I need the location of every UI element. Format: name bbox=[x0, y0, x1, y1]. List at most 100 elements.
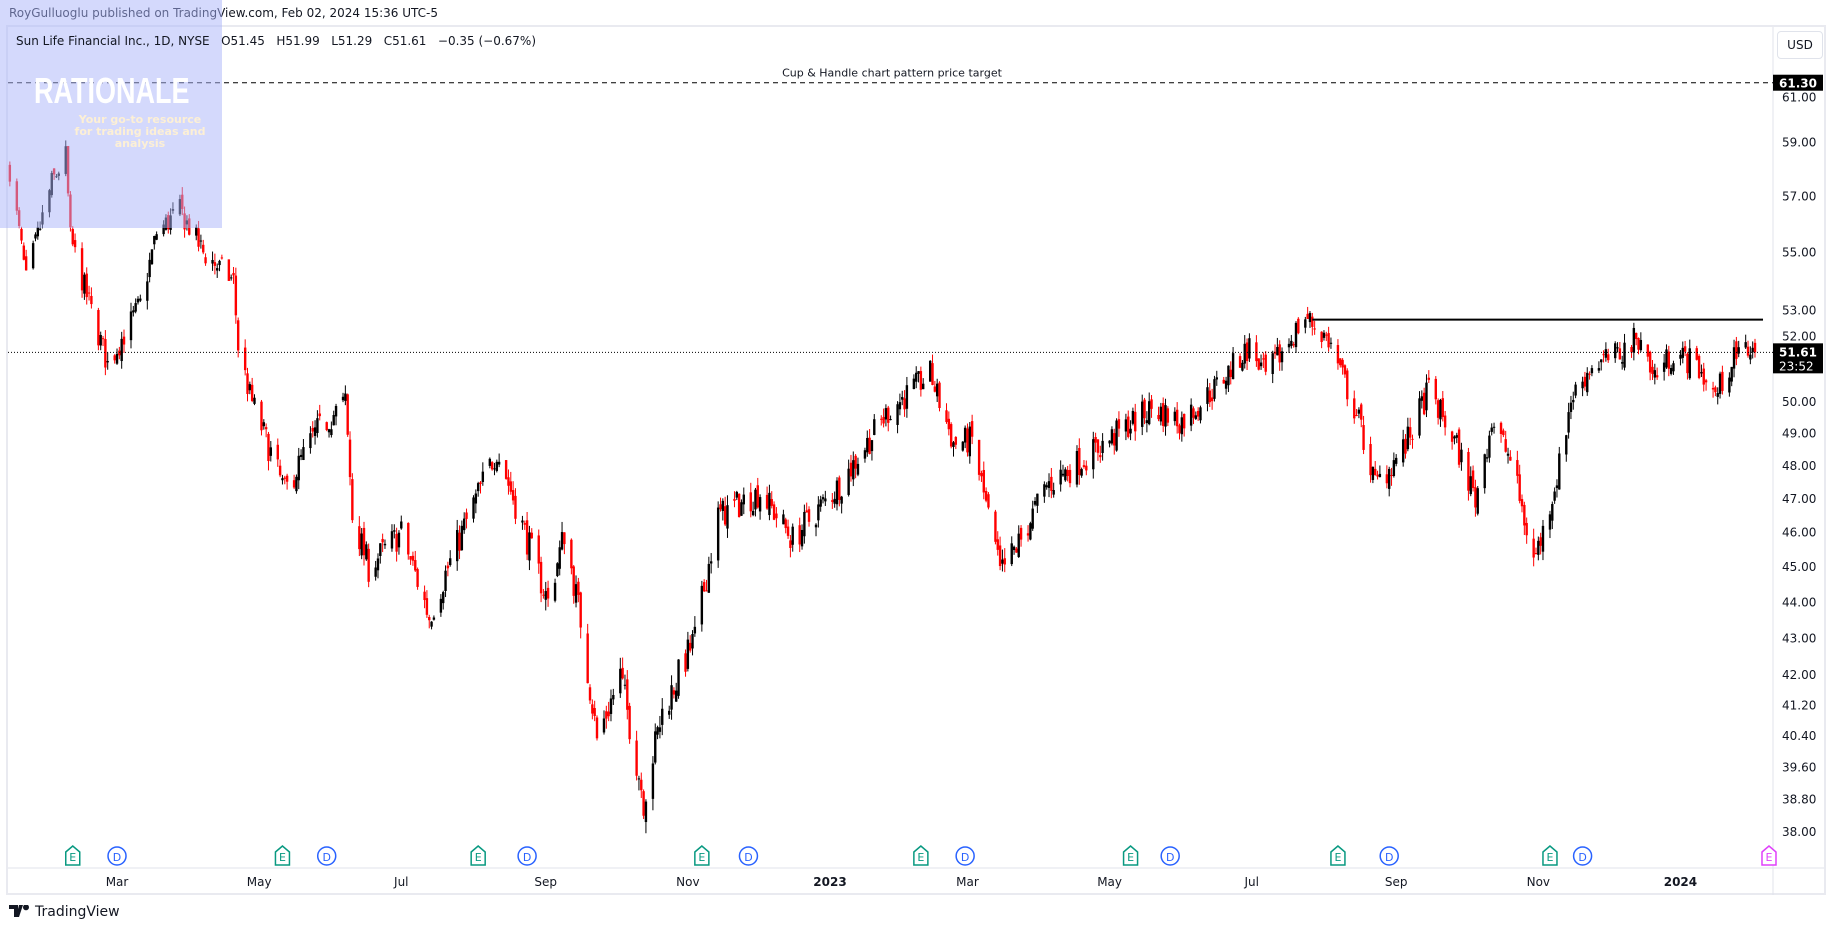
candle-body bbox=[1746, 346, 1750, 356]
candle-body bbox=[1078, 447, 1081, 476]
candle-body bbox=[236, 320, 240, 351]
earnings-icon[interactable] bbox=[274, 845, 291, 866]
candle-body bbox=[1730, 366, 1733, 382]
candle-body bbox=[1735, 341, 1738, 359]
candle-body bbox=[1558, 453, 1561, 490]
candle-body bbox=[595, 717, 599, 739]
price-tick-label: 59.00 bbox=[1782, 136, 1816, 150]
candle-body bbox=[656, 727, 659, 735]
earnings-icon[interactable] bbox=[1330, 845, 1346, 866]
candle-body bbox=[1101, 440, 1104, 454]
candle-body bbox=[1488, 435, 1491, 458]
candle-body bbox=[423, 591, 426, 601]
candle-body bbox=[1341, 359, 1344, 368]
candle-body bbox=[1241, 362, 1244, 371]
dividend-icon[interactable] bbox=[738, 846, 759, 866]
candle-body bbox=[1453, 436, 1456, 439]
candle-body bbox=[654, 731, 657, 763]
candle-body bbox=[1082, 465, 1086, 467]
candle-body bbox=[1033, 501, 1037, 505]
candle-body bbox=[213, 262, 217, 266]
candle-body bbox=[1532, 538, 1535, 558]
candle-body bbox=[1732, 347, 1736, 369]
candle-body bbox=[686, 639, 690, 669]
candle-body bbox=[162, 224, 165, 235]
candle-body bbox=[1257, 358, 1260, 370]
candle-body bbox=[609, 698, 613, 714]
earnings-icon[interactable] bbox=[913, 845, 929, 866]
candle-body bbox=[1327, 333, 1330, 348]
candle-body bbox=[868, 437, 871, 454]
dividend-icon[interactable] bbox=[107, 846, 127, 866]
candle-body bbox=[856, 463, 860, 475]
candle-body bbox=[1113, 433, 1116, 446]
candle-body bbox=[791, 526, 794, 545]
earnings-icon[interactable] bbox=[694, 845, 710, 866]
tradingview-logo[interactable]: TradingView bbox=[9, 904, 120, 920]
dividend-icon[interactable] bbox=[517, 846, 537, 866]
dividend-icon[interactable] bbox=[1379, 846, 1399, 866]
candle-body bbox=[155, 234, 158, 240]
candle-body bbox=[642, 791, 645, 816]
candle-body bbox=[85, 273, 88, 298]
candle-body bbox=[1583, 376, 1587, 387]
candle-body bbox=[69, 194, 72, 228]
candle-body bbox=[1553, 491, 1556, 501]
candle-body bbox=[1066, 469, 1069, 477]
symbol-name[interactable]: Sun Life Financial Inc., 1D, NYSE bbox=[16, 34, 210, 48]
candle-body bbox=[1683, 346, 1687, 352]
candle-body bbox=[1276, 346, 1279, 356]
earnings-icon[interactable] bbox=[1122, 845, 1139, 866]
candle-body bbox=[1471, 470, 1475, 489]
candle-body bbox=[22, 245, 26, 260]
candle-body bbox=[334, 405, 338, 417]
earnings-icon[interactable] bbox=[1761, 845, 1777, 866]
candle-body bbox=[465, 512, 468, 519]
dividend-icon[interactable] bbox=[316, 846, 337, 866]
candle-body bbox=[1616, 347, 1619, 349]
dividend-icon[interactable] bbox=[1572, 846, 1593, 866]
candle-body bbox=[183, 213, 186, 230]
candle-body bbox=[1194, 415, 1198, 419]
candle-body bbox=[672, 690, 676, 695]
earnings-icon[interactable] bbox=[470, 845, 486, 866]
earnings-icon[interactable] bbox=[65, 845, 81, 866]
candle-body bbox=[1436, 400, 1440, 418]
candle-body bbox=[544, 591, 547, 600]
candle-body bbox=[1737, 347, 1740, 354]
price-tick-label: 57.00 bbox=[1782, 190, 1816, 204]
candle-body bbox=[218, 260, 221, 266]
candle-body bbox=[113, 355, 116, 361]
candle-body bbox=[917, 371, 920, 374]
candle-body bbox=[612, 695, 615, 700]
currency-button[interactable]: USD bbox=[1777, 31, 1823, 59]
candle-body bbox=[432, 617, 436, 620]
event-letter: D bbox=[1166, 851, 1174, 864]
candle-body bbox=[1565, 435, 1568, 455]
candle-body bbox=[1243, 343, 1246, 364]
candle-body bbox=[495, 461, 499, 471]
time-tick-label: 2024 bbox=[1664, 875, 1697, 889]
earnings-icon[interactable] bbox=[1542, 845, 1558, 866]
dividend-icon[interactable] bbox=[955, 846, 975, 866]
candle-body bbox=[1749, 354, 1752, 360]
candle-body bbox=[726, 505, 729, 529]
candle-body bbox=[474, 493, 478, 504]
candle-body bbox=[1490, 427, 1493, 432]
dividend-icon[interactable] bbox=[1160, 846, 1180, 866]
candle-body bbox=[1110, 429, 1114, 444]
candle-body bbox=[737, 493, 741, 518]
candle-body bbox=[882, 416, 885, 424]
candle-body bbox=[1061, 473, 1065, 476]
candle-body bbox=[553, 582, 557, 601]
candle-body bbox=[1574, 384, 1577, 396]
candle-body bbox=[854, 455, 857, 469]
time-tick-label: Nov bbox=[1527, 875, 1550, 889]
candle-body bbox=[197, 228, 200, 247]
candle-body bbox=[1604, 349, 1608, 358]
candle-body bbox=[821, 497, 825, 500]
candle-body bbox=[952, 442, 955, 447]
price-tick-label: 50.00 bbox=[1782, 395, 1816, 409]
candle-body bbox=[831, 500, 834, 502]
